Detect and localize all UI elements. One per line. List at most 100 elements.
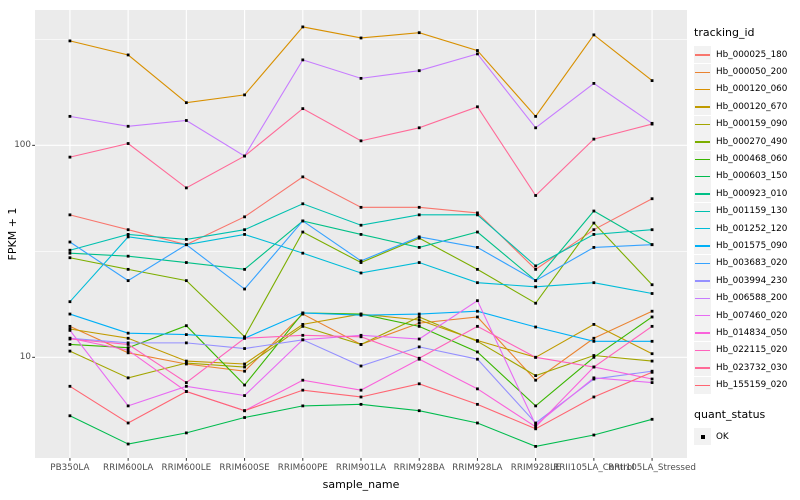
data-point [359, 333, 363, 337]
data-point [301, 202, 305, 206]
legend-entry: Hb_001159_130 [694, 202, 798, 220]
y-axis-title: FPKM + 1 [6, 207, 19, 261]
legend-line-icon [695, 193, 710, 195]
data-point [534, 355, 538, 359]
legend-line-icon [695, 106, 710, 108]
data-point [243, 394, 246, 397]
data-point [126, 233, 130, 236]
data-point [243, 228, 246, 232]
legend-label: Hb_003683_020 [716, 258, 788, 269]
data-point [592, 365, 596, 369]
legend-entry: Hb_000603_150 [694, 167, 798, 185]
data-point [650, 339, 654, 343]
legend-line-icon [695, 384, 710, 386]
legend-key-swatch [694, 115, 711, 133]
data-point [301, 58, 305, 62]
data-point [184, 237, 188, 241]
x-tick-label: RRIM928LE [510, 463, 561, 473]
data-point [476, 246, 479, 249]
data-point [184, 359, 188, 363]
data-point [126, 228, 130, 232]
legend-entry: Hb_001252_120 [694, 220, 798, 238]
data-point [68, 337, 72, 341]
legend-line-icon [695, 54, 710, 56]
x-tick-label: RRIM928BA [393, 463, 445, 473]
data-point [417, 324, 421, 328]
legend-label: Hb_000120_670 [716, 101, 788, 112]
data-point [650, 377, 654, 381]
data-point [417, 318, 421, 322]
data-point [126, 343, 130, 346]
data-point [301, 322, 305, 326]
legend-key-swatch [694, 359, 711, 377]
x-tick-label: RRII105LA_Stressed [608, 463, 696, 473]
data-point [417, 345, 421, 349]
data-point [243, 233, 246, 236]
data-point [359, 364, 363, 368]
data-point [650, 324, 654, 328]
data-point [476, 299, 479, 303]
data-point [126, 346, 130, 350]
data-point [359, 335, 363, 339]
legend-line-icon [695, 297, 710, 300]
data-point [650, 381, 654, 384]
data-point [68, 414, 72, 418]
data-point [650, 370, 654, 374]
data-point [417, 126, 421, 130]
data-point [476, 52, 479, 56]
legend-entry: Hb_000025_180 [694, 46, 798, 64]
data-point [476, 309, 479, 313]
data-point [417, 246, 421, 249]
data-point [301, 324, 305, 328]
data-point [592, 336, 596, 340]
data-point [417, 337, 421, 341]
legend-label: Hb_000120_060 [716, 84, 788, 95]
data-point [592, 246, 596, 249]
data-point [184, 243, 188, 247]
data-point [301, 333, 305, 337]
data-point [301, 219, 305, 223]
data-point [243, 369, 246, 373]
legend-entry: Hb_000120_670 [694, 98, 798, 116]
data-point [68, 300, 72, 304]
x-tick-label: RRIM600PE [277, 463, 328, 473]
legend-key-swatch [694, 167, 711, 185]
data-point [68, 213, 72, 217]
legend-key-swatch [694, 185, 711, 203]
data-point [592, 354, 596, 357]
data-point [534, 378, 538, 382]
data-point [126, 348, 130, 352]
data-point [592, 322, 596, 326]
data-point [243, 409, 246, 413]
data-point [126, 421, 130, 425]
data-point [476, 350, 479, 354]
data-point [417, 382, 421, 386]
legend-label: Hb_155159_020 [716, 380, 788, 391]
data-point [592, 228, 596, 232]
data-point [126, 351, 130, 355]
legend-entry: Hb_023732_030 [694, 359, 798, 377]
legend-key-swatch [694, 220, 711, 238]
data-point [650, 79, 654, 83]
data-point [417, 356, 421, 360]
data-point [243, 336, 246, 340]
data-point [359, 76, 363, 80]
data-point [243, 416, 246, 419]
y-tick-label: 10 [19, 352, 31, 363]
data-point [243, 362, 246, 366]
data-point [184, 119, 188, 122]
data-point [301, 404, 305, 408]
legend-key-swatch [694, 341, 711, 359]
x-tick-label: RRIM600SE [219, 463, 270, 473]
legend-label: Hb_014834_050 [716, 327, 788, 338]
data-point [476, 387, 479, 391]
data-point [68, 155, 72, 159]
legend-entry: Hb_014834_050 [694, 324, 798, 342]
data-point [534, 423, 538, 427]
data-point [126, 279, 130, 283]
data-point [301, 107, 305, 111]
legend-entry: Hb_000120_060 [694, 80, 798, 98]
data-point [184, 361, 188, 365]
data-point [476, 213, 479, 217]
black-square-point-icon [700, 434, 705, 439]
